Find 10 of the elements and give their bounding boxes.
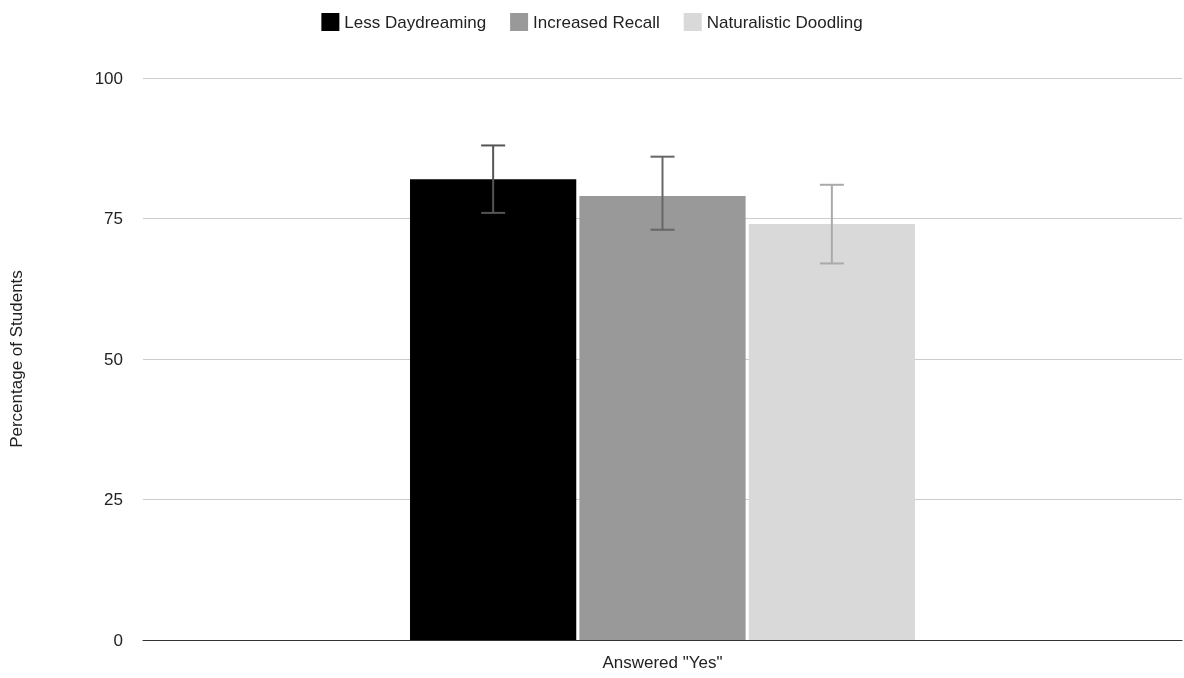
- x-tick-label: Answered "Yes": [602, 653, 723, 672]
- y-tick-label: 0: [113, 630, 123, 650]
- y-tick-label: 50: [104, 349, 123, 369]
- legend-label: Increased Recall: [533, 12, 660, 32]
- y-axis-title: Percentage of Students: [7, 270, 26, 448]
- legend-label: Naturalistic Doodling: [706, 12, 863, 32]
- legend-label: Less Daydreaming: [344, 12, 487, 32]
- y-tick-label: 75: [104, 209, 123, 228]
- y-tick-label: 25: [104, 490, 123, 509]
- y-tick-label: 100: [94, 68, 123, 88]
